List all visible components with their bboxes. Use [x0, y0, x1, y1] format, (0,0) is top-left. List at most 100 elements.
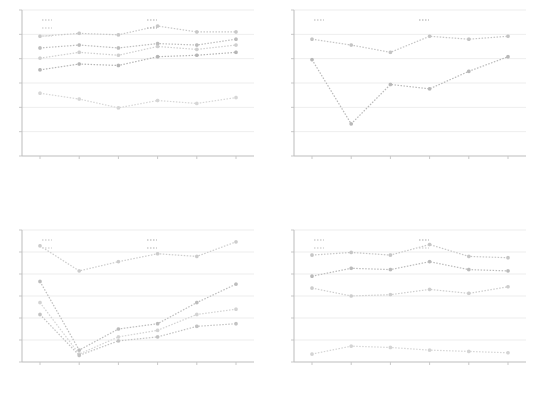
- data-point: [38, 56, 42, 60]
- data-point: [388, 267, 393, 272]
- data-point: [77, 43, 81, 47]
- chart-1: [19, 9, 254, 159]
- chart-2: [291, 9, 526, 159]
- data-point: [388, 82, 393, 87]
- data-point: [38, 91, 42, 96]
- data-point: [155, 24, 160, 28]
- data-point: [195, 30, 199, 34]
- data-point: [349, 43, 354, 47]
- data-point: [427, 87, 432, 91]
- data-point: [506, 284, 510, 289]
- data-point: [427, 259, 432, 264]
- data-point: [195, 53, 199, 58]
- series-line: [39, 51, 237, 71]
- data-point: [467, 267, 471, 272]
- series-line: [39, 314, 237, 357]
- data-point: [234, 95, 238, 100]
- data-point: [77, 50, 81, 55]
- series-line: [311, 56, 509, 125]
- data-point: [388, 345, 393, 350]
- data-point: [77, 31, 81, 36]
- data-point: [506, 350, 510, 355]
- data-point: [195, 101, 199, 106]
- data-point: [38, 244, 42, 248]
- series-line: [39, 241, 237, 272]
- chart-4: [291, 229, 526, 365]
- data-point: [349, 250, 354, 255]
- data-point: [310, 274, 314, 279]
- series-line: [39, 92, 237, 109]
- data-point: [234, 50, 238, 55]
- data-point: [310, 352, 314, 356]
- data-point: [427, 34, 432, 39]
- data-point: [116, 106, 121, 110]
- data-point: [195, 324, 199, 329]
- data-point: [310, 37, 314, 41]
- series-line: [311, 35, 509, 53]
- data-point: [116, 53, 121, 58]
- data-point: [155, 328, 160, 333]
- data-point: [467, 349, 471, 354]
- data-point: [234, 282, 238, 286]
- data-point: [427, 348, 432, 352]
- data-point: [155, 41, 160, 46]
- data-point: [388, 50, 393, 55]
- data-point: [310, 253, 314, 257]
- series-line: [311, 261, 509, 277]
- data-point: [467, 37, 471, 41]
- data-point: [195, 300, 199, 305]
- data-point: [38, 312, 42, 317]
- data-point: [349, 266, 354, 271]
- data-point: [234, 321, 238, 326]
- data-point: [155, 98, 160, 103]
- data-point: [116, 339, 121, 343]
- series-line: [311, 243, 509, 259]
- data-point: [349, 122, 354, 126]
- data-point: [155, 54, 160, 59]
- data-point: [38, 34, 42, 39]
- data-point: [506, 54, 510, 59]
- data-point: [234, 43, 238, 47]
- data-point: [195, 312, 199, 317]
- data-point: [155, 251, 160, 256]
- data-point: [506, 269, 510, 273]
- data-point: [77, 62, 81, 66]
- data-point: [427, 287, 432, 292]
- data-point: [234, 240, 238, 244]
- data-point: [467, 254, 471, 259]
- series-line: [39, 302, 237, 355]
- data-point: [195, 47, 199, 52]
- data-point: [116, 63, 121, 68]
- data-point: [116, 259, 121, 264]
- data-point: [349, 344, 354, 348]
- data-point: [349, 294, 354, 298]
- data-point: [38, 279, 42, 284]
- data-point: [116, 335, 121, 339]
- data-point: [506, 34, 510, 39]
- data-point: [388, 292, 393, 297]
- data-point: [310, 57, 314, 62]
- chart-3: [19, 229, 254, 365]
- data-point: [388, 253, 393, 257]
- data-point: [77, 97, 81, 101]
- data-point: [38, 46, 42, 50]
- data-point: [77, 348, 81, 352]
- series-line: [311, 286, 509, 297]
- data-point: [506, 255, 510, 260]
- data-point: [234, 307, 238, 312]
- data-point: [467, 291, 471, 296]
- series-line: [311, 345, 509, 355]
- data-point: [427, 242, 432, 247]
- series-line: [39, 38, 237, 49]
- data-point: [116, 33, 121, 37]
- data-point: [155, 335, 160, 339]
- data-point: [467, 69, 471, 74]
- data-point: [77, 269, 81, 273]
- series-line: [39, 44, 237, 59]
- data-point: [116, 327, 121, 331]
- data-point: [234, 30, 238, 34]
- data-point: [38, 300, 42, 305]
- data-point: [116, 46, 121, 50]
